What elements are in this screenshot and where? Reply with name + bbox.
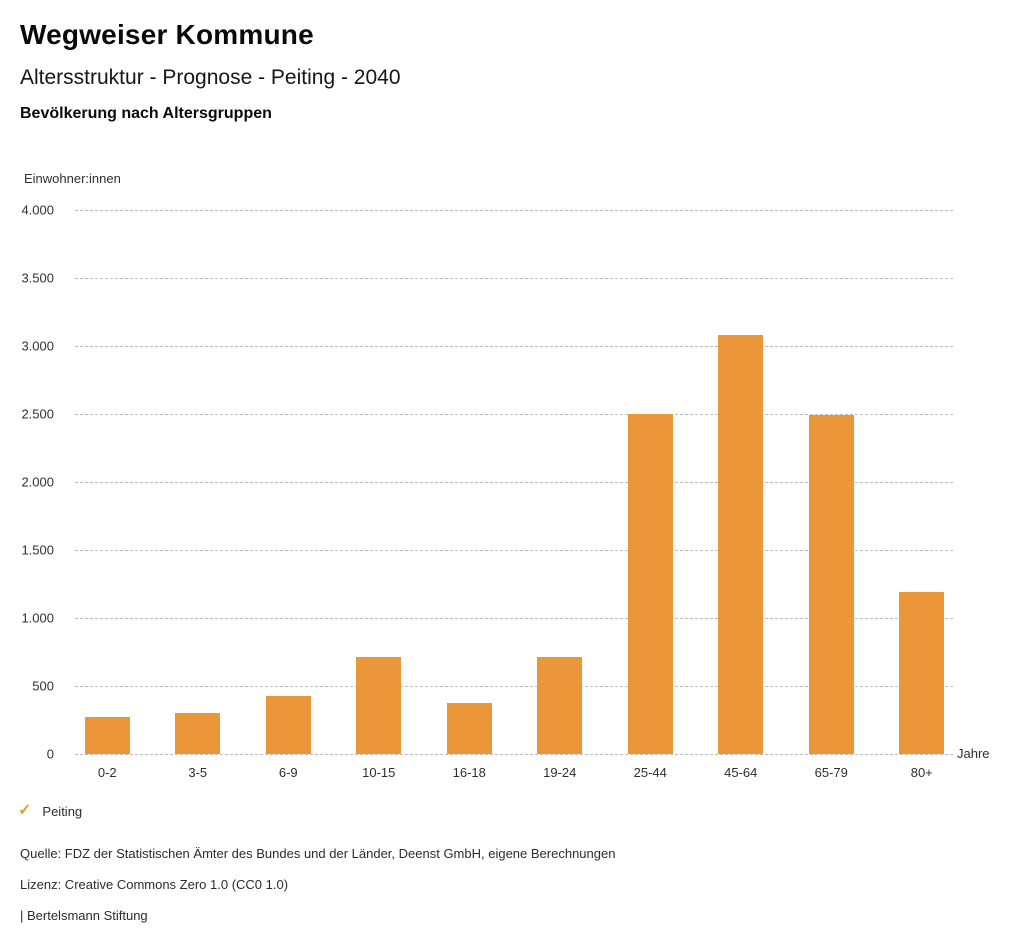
- x-tick-label: 65-79: [814, 765, 848, 780]
- attribution-note: | Bertelsmann Stiftung: [20, 908, 148, 923]
- x-axis-unit-label: Jahre: [957, 746, 990, 761]
- bar-slot: [62, 716, 153, 754]
- section-title: Bevölkerung nach Altersgruppen: [20, 105, 272, 122]
- bar[interactable]: [84, 716, 130, 754]
- y-tick-label: 1.000: [21, 610, 54, 626]
- chart-subtitle: Altersstruktur - Prognose - Peiting - 20…: [20, 66, 401, 89]
- x-tick-label: 3-5: [188, 765, 208, 780]
- y-tick-label: 2.500: [21, 406, 54, 422]
- gridline: [75, 210, 953, 211]
- y-axis-unit-label: Einwohner:innen: [24, 171, 121, 186]
- bars-container: [62, 210, 967, 754]
- gridline: [75, 346, 953, 347]
- source-note: Quelle: FDZ der Statistischen Ämter des …: [20, 846, 616, 861]
- bar[interactable]: [175, 713, 221, 754]
- gridline: [75, 618, 953, 619]
- x-axis-tick-labels: 0-2 3-5 6-9 10-15 16-18 19-24 25-44 45-64 65-79 8…: [62, 765, 967, 780]
- bar[interactable]: [537, 657, 583, 754]
- y-tick-label: 0: [46, 746, 54, 762]
- y-tick-label: 2.000: [21, 474, 54, 490]
- bar[interactable]: [718, 335, 764, 754]
- y-tick-label: 3.000: [21, 338, 54, 354]
- bar-slot: [153, 713, 244, 754]
- gridline: [75, 550, 953, 551]
- bar[interactable]: [899, 592, 945, 754]
- x-tick-label: 6-9: [278, 765, 298, 780]
- bar-slot: [243, 695, 334, 754]
- page-title: Wegweiser Kommune: [20, 19, 314, 50]
- gridline: [75, 686, 953, 687]
- x-tick-label: 25-44: [633, 765, 667, 780]
- legend-item-peiting[interactable]: ✓ Peiting: [18, 803, 82, 819]
- gridline: [75, 414, 953, 415]
- bar-slot: [424, 703, 515, 754]
- gridline: [75, 482, 953, 483]
- y-tick-label: 500: [32, 678, 54, 694]
- bar-slot: [877, 592, 968, 754]
- check-icon: ✓: [18, 802, 32, 819]
- bar-slot: [786, 415, 877, 754]
- x-tick-label: 16-18: [452, 765, 486, 780]
- x-tick-label: 10-15: [362, 765, 396, 780]
- bar[interactable]: [808, 415, 854, 754]
- x-tick-label: 0-2: [97, 765, 117, 780]
- legend-label: Peiting: [42, 803, 83, 819]
- gridlines: [75, 210, 953, 756]
- bar[interactable]: [446, 703, 492, 754]
- y-tick-label: 4.000: [21, 202, 54, 218]
- bar-slot: [515, 657, 606, 754]
- bar-slot: [334, 657, 425, 754]
- license-note: Lizenz: Creative Commons Zero 1.0 (CC0 1…: [20, 877, 289, 892]
- x-tick-label: 45-64: [724, 765, 758, 780]
- gridline: [75, 278, 953, 279]
- y-axis-tick-labels: 4.000 3.500 3.000 2.500 2.000 1.500 1.000 500 0: [0, 204, 54, 761]
- y-tick-label: 1.500: [21, 542, 54, 558]
- bar[interactable]: [627, 414, 673, 754]
- x-tick-label: 80+: [910, 765, 933, 780]
- bar-slot: [605, 414, 696, 754]
- x-tick-label: 19-24: [543, 765, 577, 780]
- bar[interactable]: [265, 695, 311, 754]
- gridline: [75, 754, 953, 755]
- bar-slot: [696, 335, 787, 754]
- bar[interactable]: [356, 657, 402, 754]
- y-tick-label: 3.500: [21, 270, 54, 286]
